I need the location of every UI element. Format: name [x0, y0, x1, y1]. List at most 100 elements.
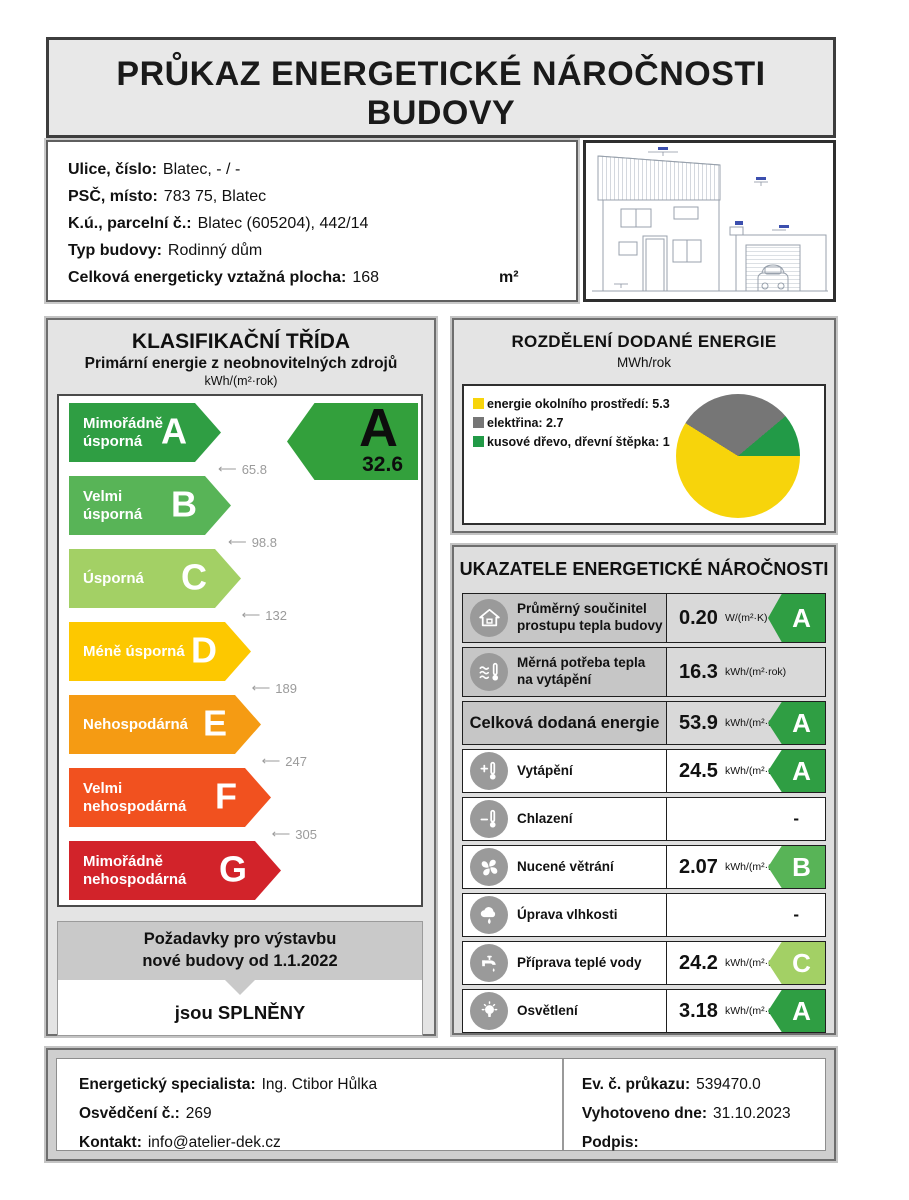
pie-legend: energie okolního prostředí: 5.3 elektřin…: [473, 395, 670, 452]
footer-value: Ing. Ctibor Hůlka: [261, 1076, 378, 1093]
class-label: Mimořádně úsporná: [83, 414, 164, 450]
info-value: Rodinný dům: [167, 242, 263, 259]
footer-line-signature: Podpis:: [582, 1128, 825, 1157]
indicator-value: 16.3: [679, 660, 718, 683]
indicator-value-cell: 24.2 kWh/(m²·rok) C: [667, 942, 825, 984]
threshold-arrow-icon: ⟵: [271, 826, 291, 841]
indicator-row-hot-water: Příprava teplé vody 24.2 kWh/(m²·rok) C: [462, 941, 826, 985]
class-arrow-f: Velmi nehospodárná F: [69, 768, 271, 827]
footer-value: info@atelier-dek.cz: [147, 1134, 281, 1151]
info-value: 783 75, Blatec: [163, 188, 267, 205]
heat-demand-icon: [470, 653, 508, 691]
result-class-letter: A: [359, 398, 398, 458]
indicator-class-arrow: A: [768, 702, 825, 744]
indicator-row-heating: Vytápění 24.5 kWh/(m²·rok) A: [462, 749, 826, 793]
indicator-value-cell: -: [667, 894, 825, 936]
ventilation-icon: [470, 848, 508, 886]
footer-label: Podpis:: [581, 1134, 639, 1151]
indicator-value-cell: 0.20 W/(m²·K) A: [667, 594, 825, 642]
house-icon: [470, 599, 508, 637]
info-row-parcel: K.ú., parcelní č.: Blatec (605204), 442/1…: [68, 210, 576, 237]
info-label: Ulice, číslo:: [68, 161, 157, 178]
footer-inner: Energetický specialista: Ing. Ctibor Hůlk…: [56, 1058, 826, 1151]
indicator-label-cell: Osvětlení: [463, 990, 667, 1032]
indicator-row-heat-demand: Měrná potřeba tepla na vytápění 16.3 kWh…: [462, 647, 826, 697]
info-label: K.ú., parcelní č.:: [68, 215, 192, 232]
building-info-box: Ulice, číslo: Blatec, - / - PSČ, místo: 78…: [46, 140, 578, 302]
threshold-value: 98.8: [251, 534, 277, 550]
footer-line-certificate: Osvědčení č.: 269: [79, 1099, 562, 1128]
footer-label: Kontakt:: [79, 1134, 142, 1151]
threshold-value: 247: [285, 753, 307, 769]
indicator-label: Osvětlení: [517, 1002, 578, 1018]
indicator-value-cell: -: [667, 798, 825, 840]
class-letter: D: [191, 629, 217, 671]
building-sketch-box: [583, 140, 836, 302]
footer-box: Energetický specialista: Ing. Ctibor Hůlk…: [46, 1048, 836, 1161]
legend-item: kusové dřevo, dřevní štěpka: 1: [473, 433, 670, 452]
class-letter: C: [181, 556, 207, 598]
indicator-label: Chlazení: [517, 810, 573, 826]
indicator-label: Vytápění: [517, 762, 573, 778]
threshold-a-b: ⟵ 65.8: [59, 461, 267, 477]
delivered-energy-box: ROZDĚLENÍ DODANÉ ENERGIE MWh/rok energie…: [452, 318, 836, 533]
indicator-label-cell: Vytápění: [463, 750, 667, 792]
indicator-label-cell: Měrná potřeba tepla na vytápění: [463, 648, 667, 696]
requirements-box: Požadavky pro výstavbu nové budovy od 1.…: [57, 921, 423, 1036]
legend-label: energie okolního prostředí: 5.3: [487, 397, 670, 411]
footer-label: Ev. č. průkazu:: [581, 1076, 691, 1093]
indicator-value-cell: 16.3 kWh/(m²·rok): [667, 648, 825, 696]
class-arrow-d: Méně úsporná D: [69, 622, 251, 681]
threshold-value: 65.8: [241, 461, 267, 477]
indicator-value: 53.9: [679, 711, 718, 734]
indicator-label-cell: Průměrný součinitel prostupu tepla budov…: [463, 594, 667, 642]
indicator-unit: kWh/(m²·rok): [724, 666, 787, 678]
class-label: Nehospodárná: [83, 715, 189, 733]
result-class-value: 32.6: [362, 453, 403, 476]
humidity-icon: [470, 896, 508, 934]
threshold-arrow-icon: ⟵: [218, 461, 237, 476]
indicator-value: 24.2: [679, 951, 718, 974]
indicator-value-cell: 24.5 kWh/(m²·rok) A: [667, 750, 825, 792]
info-label: PSČ, místo:: [68, 188, 158, 205]
indicator-value: 24.5: [679, 759, 718, 782]
indicator-value-cell: 53.9 kWh/(m²·rok) A: [667, 702, 825, 744]
indicator-class-arrow: A: [768, 594, 825, 642]
class-arrow-e: Nehospodárná E: [69, 695, 261, 754]
info-value: Blatec (605204), 442/14: [197, 215, 369, 232]
footer-specialist-section: Energetický specialista: Ing. Ctibor Hůlk…: [57, 1059, 564, 1151]
hot-water-icon: [470, 944, 508, 982]
indicator-class-arrow: A: [768, 750, 825, 792]
pie-chart-content: energie okolního prostředí: 5.3 elektřin…: [462, 384, 826, 525]
indicator-row-heat-transfer: Průměrný součinitel prostupu tepla budov…: [462, 593, 826, 643]
indicator-label: Měrná potřeba tepla na vytápění: [517, 655, 646, 687]
indicator-value: 0.20: [679, 606, 718, 629]
indicator-label: Průměrný součinitel prostupu tepla budov…: [517, 601, 663, 633]
info-row-zip: PSČ, místo: 783 75, Blatec: [68, 183, 576, 210]
class-label: Velmi úsporná: [83, 487, 143, 523]
info-label: Typ budovy:: [68, 242, 162, 259]
class-letter: B: [171, 483, 197, 525]
threshold-d-e: ⟵ 189: [59, 680, 297, 696]
threshold-value: 189: [275, 680, 297, 696]
classification-box: KLASIFIKAČNÍ TŘÍDA Primární energie z ne…: [46, 318, 436, 1036]
indicator-row-total-energy: Celková dodaná energie 53.9 kWh/(m²·rok)…: [462, 701, 826, 745]
requirements-status: jsou SPLNĚNY: [174, 1001, 306, 1023]
legend-label: elektřina: 2.7: [487, 416, 564, 430]
legend-item: elektřina: 2.7: [473, 414, 670, 433]
class-letter: F: [215, 775, 237, 817]
footer-line-contact: Kontakt: info@atelier-dek.cz: [79, 1128, 562, 1157]
indicator-row-cooling: Chlazení -: [462, 797, 826, 841]
indicator-label-cell: Úprava vlhkosti: [463, 894, 667, 936]
indicator-label: Nucené větrání: [517, 858, 614, 874]
classification-subtitle: Primární energie z neobnovitelných zdroj…: [84, 355, 398, 372]
class-letter: E: [202, 702, 227, 744]
footer-line-specialist: Energetický specialista: Ing. Ctibor Hůlk…: [79, 1070, 562, 1099]
indicator-value-cell: 2.07 kWh/(m²·rok) B: [667, 846, 825, 888]
legend-swatch-yellow: [473, 398, 484, 409]
pie-chart-title: ROZDĚLENÍ DODANÉ ENERGIE: [511, 332, 777, 351]
indicator-class-arrow: B: [768, 846, 825, 888]
area-unit: m²: [499, 269, 519, 286]
legend-swatch-green: [473, 436, 484, 447]
indicator-label: Celková dodaná energie: [469, 713, 660, 732]
